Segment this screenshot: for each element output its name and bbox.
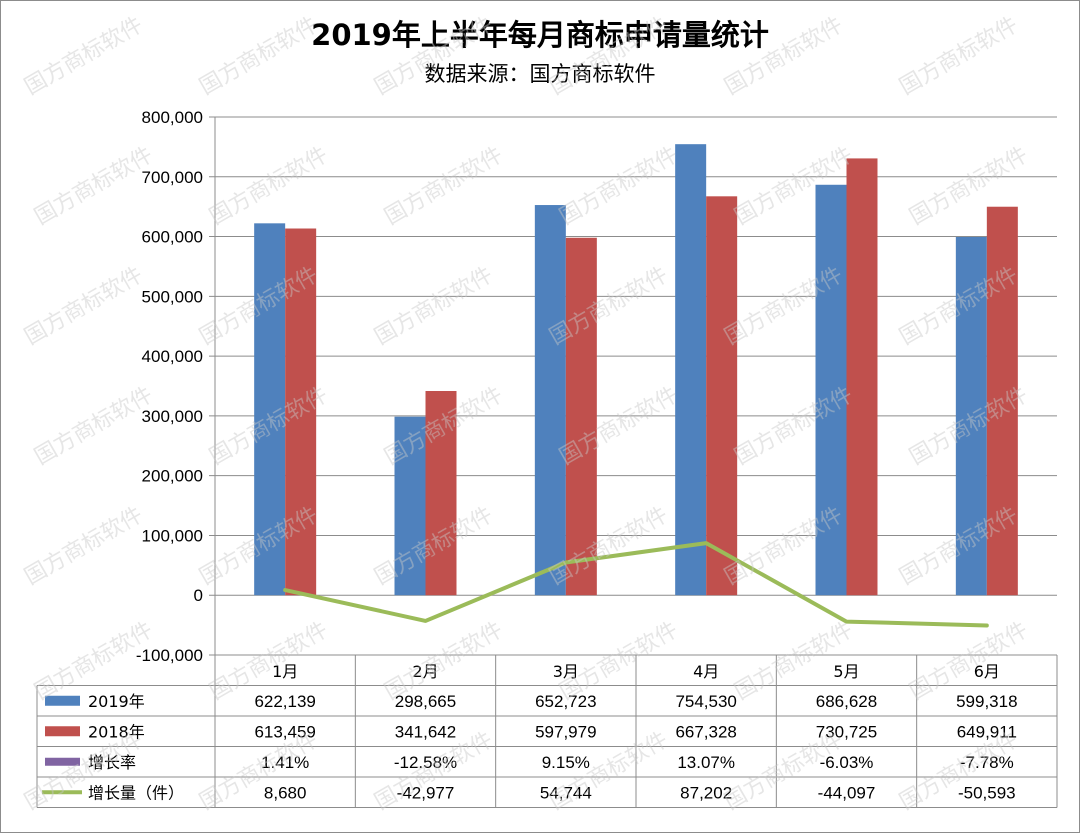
watermark-text: 国方商标软件 (21, 503, 148, 591)
bar-2018-6 (986, 206, 1018, 596)
table-cell: 599,318 (956, 692, 1017, 711)
bar-2018-3 (565, 237, 597, 596)
table-cell: -50,593 (958, 783, 1016, 802)
y-tick-label: 300,000 (142, 407, 203, 426)
table-cell: 13.07% (677, 753, 735, 772)
category-label: 3月 (553, 662, 579, 681)
table-cell: 597,979 (535, 722, 596, 741)
bar-2018-5 (846, 158, 878, 596)
y-tick-label: 700,000 (142, 168, 203, 187)
line-point-3 (565, 561, 567, 563)
table-cell: 686,628 (816, 692, 877, 711)
table-cell: 754,530 (675, 692, 736, 711)
table-cell: -6.03% (820, 753, 874, 772)
table-cell: -44,097 (818, 783, 876, 802)
table-cell: 298,665 (395, 692, 456, 711)
growth-line (283, 541, 989, 628)
watermark-text: 国方商标软件 (31, 143, 158, 231)
line-point-4 (705, 542, 707, 544)
table-cell: 9.15% (542, 753, 590, 772)
legend-label: 2018年 (88, 722, 145, 741)
table-cell: 613,459 (254, 722, 315, 741)
table-cell: 341,642 (395, 722, 456, 741)
table-cell: 1.41% (261, 753, 309, 772)
legend-swatch (45, 726, 80, 737)
y-tick-label: 100,000 (142, 526, 203, 545)
legend-label: 增长量（件） (88, 783, 184, 802)
line-point-1 (284, 589, 286, 591)
legend-swatch (45, 695, 80, 706)
y-tick-label: 600,000 (142, 228, 203, 247)
watermark-text: 国方商标软件 (31, 383, 158, 471)
bar-2018-4 (706, 196, 738, 596)
table-cell: 87,202 (680, 783, 732, 802)
watermark-text: 国方商标软件 (546, 13, 673, 101)
table-cell: -42,977 (397, 783, 455, 802)
bar-2018-2 (425, 390, 457, 596)
table-cell: 649,911 (957, 722, 1017, 741)
watermark-text: 国方商标软件 (896, 13, 1023, 101)
bar-2019-4 (675, 144, 707, 596)
bar-2019-3 (534, 205, 566, 596)
watermark-text: 国方商标软件 (21, 13, 148, 101)
watermark-text: 国方商标软件 (21, 263, 148, 351)
table-cell: 622,139 (254, 692, 315, 711)
watermark-text: 国方商标软件 (371, 13, 498, 101)
gridlines (209, 116, 1057, 656)
category-label: 4月 (693, 662, 719, 681)
y-tick-label: 0 (194, 586, 203, 605)
watermark-text: 国方商标软件 (206, 143, 333, 231)
table-cell: 54,744 (540, 783, 592, 802)
y-tick-label: 500,000 (142, 287, 203, 306)
data-table: 1月 2月 3月 4月 5月 6月 2019年 622,139 298,665 652,723 75… (36, 655, 1058, 808)
y-tick-label: 800,000 (142, 108, 203, 127)
line-point-2 (425, 620, 426, 622)
table-cell: 652,723 (535, 692, 596, 711)
table-cell: 730,725 (816, 722, 877, 741)
table-cell: 667,328 (675, 722, 736, 741)
legend-label: 2019年 (88, 692, 145, 711)
y-tick-label: 200,000 (142, 467, 203, 486)
legend-swatch (45, 757, 80, 766)
table-cell: 8,680 (264, 783, 307, 802)
chart-subtitle: 数据来源：国方商标软件 (424, 62, 656, 86)
y-tick-label: -100,000 (136, 646, 203, 665)
watermark-text: 国方商标软件 (371, 263, 498, 351)
legend-label: 增长率 (88, 753, 136, 772)
watermark-text: 国方商标软件 (381, 143, 508, 231)
table-cell: -7.78% (960, 753, 1014, 772)
y-tick-label: 400,000 (142, 347, 203, 366)
line-point-5 (846, 621, 847, 623)
watermark-text: 国方商标软件 (196, 13, 323, 101)
bar-2019-2 (394, 416, 426, 596)
watermark-text: 国方商标软件 (721, 13, 848, 101)
watermark-text: 国方商标软件 (556, 143, 683, 231)
bar-2019-6 (955, 236, 987, 596)
category-label: 5月 (833, 662, 859, 681)
bar-2018-1 (285, 228, 317, 596)
bar-2019-1 (254, 223, 286, 596)
bars (254, 144, 1018, 596)
category-label: 2月 (412, 662, 438, 681)
y-axis-ticks: 800,000 700,000 600,000 500,000 400,000 300,0… (136, 108, 203, 665)
bar-2019-5 (815, 184, 847, 596)
growth-amount-line (283, 541, 989, 628)
chart-title: 2019年上半年每月商标申请量统计 (311, 18, 769, 52)
category-label: 1月 (272, 662, 298, 681)
table-cell: -12.58% (394, 753, 457, 772)
line-point-6 (986, 624, 988, 626)
category-label: 6月 (974, 662, 1000, 681)
